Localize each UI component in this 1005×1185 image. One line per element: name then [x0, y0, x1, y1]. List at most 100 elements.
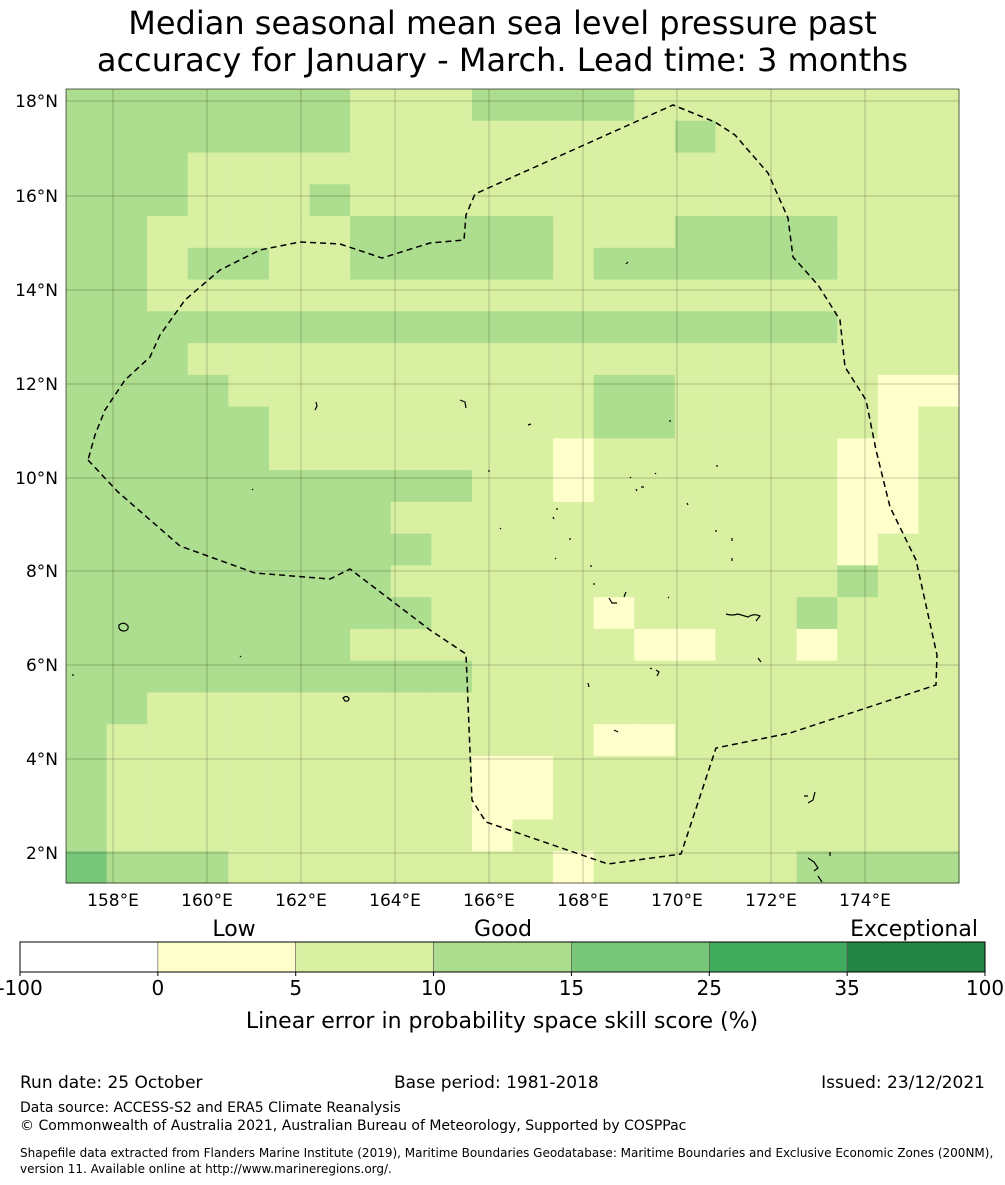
skill-cell [471, 343, 514, 376]
skill-cell [553, 597, 595, 630]
skill-cell [553, 343, 595, 376]
skill-cell [147, 279, 189, 312]
skill-cell [390, 628, 432, 662]
skill-cell [309, 279, 351, 312]
skill-cell [634, 279, 676, 312]
skill-cell [309, 152, 351, 185]
skill-cell [350, 851, 392, 884]
skill-cell [634, 851, 676, 884]
skill-cell [837, 247, 879, 281]
skill-cell [593, 374, 635, 408]
skill-cell [634, 152, 676, 185]
skill-cell [918, 501, 960, 535]
skill-cell [837, 216, 879, 249]
skill-cell [268, 851, 311, 884]
skill-cell [674, 787, 717, 821]
skill-cell [796, 819, 838, 852]
skill-cell [471, 597, 514, 630]
latitude-tick-labels: 18°N 16°N 14°N 12°N 10°N 8°N 6°N 4°N 2°N [15, 92, 58, 864]
skill-cell [796, 374, 838, 408]
skill-cell [674, 660, 717, 694]
skill-cell [593, 533, 635, 566]
skill-cell [431, 819, 473, 852]
skill-cell [66, 660, 108, 694]
skill-cell [350, 311, 392, 344]
skill-cell [877, 533, 920, 566]
skill-cell [877, 470, 920, 503]
skill-cell [918, 279, 960, 312]
skill-cell [431, 374, 473, 408]
skill-cell [553, 89, 595, 122]
skill-cell [837, 184, 879, 217]
skill-cell [66, 311, 108, 344]
skill-cell [674, 819, 717, 852]
skill-cell [796, 247, 838, 281]
category-label-exceptional: Exceptional [850, 917, 978, 942]
base-period: Base period: 1981-2018 [394, 1073, 599, 1093]
skill-cell [187, 565, 229, 598]
skill-cell [350, 406, 392, 439]
skill-cell [553, 660, 595, 694]
skill-cell [634, 755, 676, 789]
skill-cell [268, 819, 311, 852]
skill-cell [634, 247, 676, 281]
skill-cell [674, 216, 717, 249]
skill-cell [66, 851, 108, 884]
skill-cell [837, 374, 879, 408]
colorbar-frame [19, 941, 986, 973]
skill-cell [147, 851, 189, 884]
skill-cell [837, 152, 879, 185]
skill-cell [471, 660, 514, 694]
skill-cell [471, 787, 514, 821]
skill-cell [553, 628, 595, 662]
skill-cell [512, 501, 554, 535]
skill-cell [106, 787, 148, 821]
skill-cell [553, 501, 595, 535]
skill-cell [796, 470, 838, 503]
skill-cell [390, 374, 432, 408]
skill-cell [147, 724, 189, 757]
skill-cell [431, 120, 473, 154]
skill-cell [512, 343, 554, 376]
skill-cell [471, 724, 514, 757]
colorbar-tick-label: 25 [697, 976, 722, 1000]
skill-cell [796, 597, 838, 630]
skill-cell [634, 311, 676, 344]
skill-cell [147, 692, 189, 725]
skill-cell [918, 311, 960, 344]
skill-cell [147, 152, 189, 185]
skill-cell [106, 692, 148, 725]
skill-cell [756, 787, 798, 821]
skill-cell [228, 279, 270, 312]
skill-cell [796, 755, 838, 789]
skill-cell [350, 501, 392, 535]
skill-cell [147, 89, 189, 122]
skill-cell [877, 406, 920, 439]
skill-cell [796, 406, 838, 439]
skill-cell [593, 724, 635, 757]
skill-cell [837, 565, 879, 598]
skill-cell [390, 819, 432, 852]
skill-cell [715, 89, 757, 122]
skill-cell [187, 438, 229, 471]
skill-cell [796, 660, 838, 694]
skill-cell [268, 724, 311, 757]
skill-cell [66, 279, 108, 312]
skill-cell [471, 470, 514, 503]
skill-cell [715, 152, 757, 185]
skill-cell [634, 724, 676, 757]
skill-cell [634, 406, 676, 439]
skill-cell [431, 692, 473, 725]
skill-cell [593, 628, 635, 662]
eez-boundary [87, 104, 938, 865]
skill-cell [187, 597, 229, 630]
skill-cell [918, 819, 960, 852]
longitude-tick-label: 174°E [839, 891, 891, 911]
skill-cell [593, 216, 635, 249]
skill-cell [715, 628, 757, 662]
skill-cell [796, 533, 838, 566]
skill-cell [674, 184, 717, 217]
skill-cell [309, 438, 351, 471]
skill-cell [268, 438, 311, 471]
skill-cell [837, 470, 879, 503]
